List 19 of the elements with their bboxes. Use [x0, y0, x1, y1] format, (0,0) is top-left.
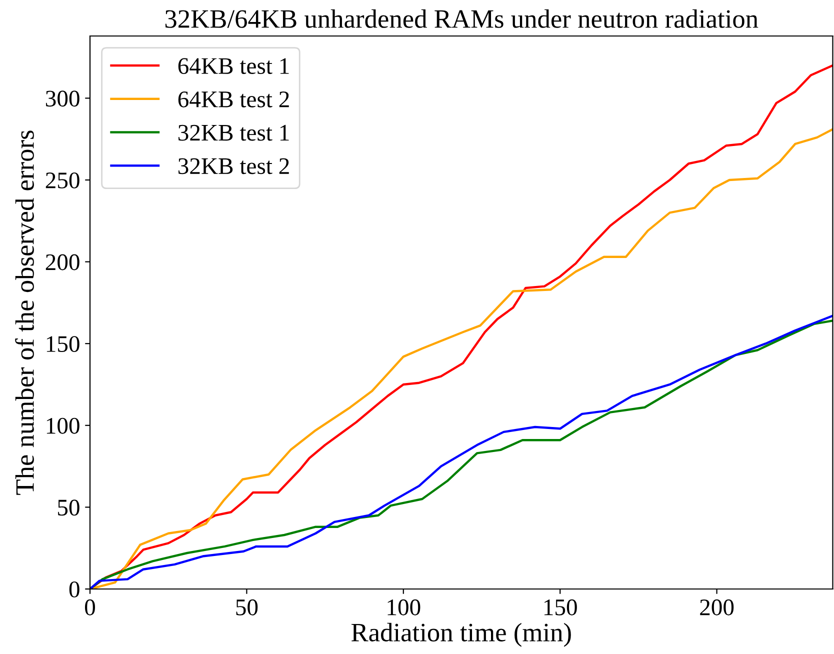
legend-label: 64KB test 2 [178, 92, 289, 108]
y-tick-label: 0 [69, 581, 80, 598]
y-tick-label: 50 [58, 500, 80, 516]
x-tick-label: 50 [236, 599, 258, 616]
y-tick-label: 200 [46, 254, 80, 270]
chart-title: 32KB/64KB unhardened RAMs under neutron radiation [165, 9, 758, 28]
x-tick-label: 150 [544, 599, 577, 616]
y-tick-label: 250 [46, 172, 80, 188]
x-tick-label: 0 [84, 599, 96, 616]
x-tick-label: 200 [700, 599, 734, 616]
legend-label: 32KB test 1 [178, 124, 289, 141]
x-tick-label: 100 [388, 599, 420, 616]
y-axis-title: The number of the observed errors [15, 130, 34, 495]
x-axis-title: Radiation time (min) [351, 622, 571, 647]
y-tick-label: 300 [46, 90, 80, 107]
legend-label: 32KB test 2 [178, 158, 289, 174]
y-tick-label: 150 [46, 336, 80, 352]
y-tick-label: 100 [46, 418, 80, 434]
legend-label: 64KB test 1 [178, 58, 289, 74]
